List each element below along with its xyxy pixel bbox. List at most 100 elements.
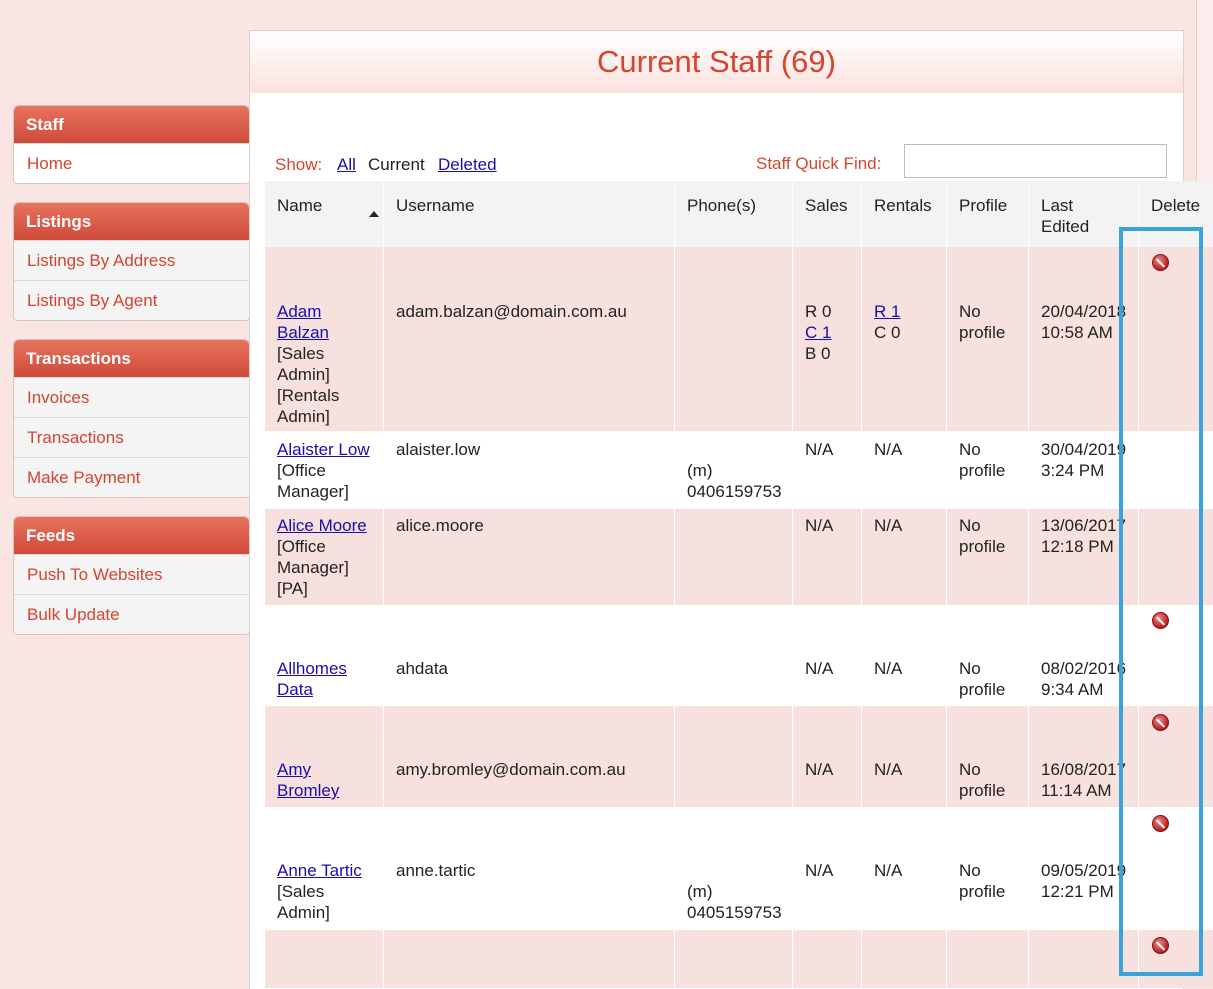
sidebar-item-listings-by-agent[interactable]: Listings By Agent xyxy=(14,280,249,320)
section-title-listings: Listings xyxy=(14,203,249,240)
table-row: Adam Balzan [Sales Admin] [Rentals Admin… xyxy=(264,247,1213,431)
table-header: Name Username Phone(s) Sales Rentals Pro… xyxy=(264,181,1213,247)
table-row: Anne Tartic [Sales Admin] anne.tartic (m… xyxy=(264,807,1213,930)
username: alice.moore xyxy=(396,516,484,535)
profile-status: No xyxy=(959,760,981,779)
sidebar-item-listings-by-address[interactable]: Listings By Address xyxy=(14,240,249,280)
last-edited-date: 16/08/2017 xyxy=(1041,760,1127,779)
last-edited-time: 9:34 AM xyxy=(1041,680,1104,699)
phone-type: (m) xyxy=(687,882,713,901)
col-header-username[interactable]: Username xyxy=(383,181,674,247)
sidebar-item-bulk-update[interactable]: Bulk Update xyxy=(14,594,249,634)
section-title-transactions: Transactions xyxy=(14,340,249,377)
profile-status: No xyxy=(959,440,981,459)
quick-find-label: Staff Quick Find: xyxy=(756,154,882,173)
sales-count: N/A xyxy=(805,760,834,779)
staff-quick-find-input[interactable] xyxy=(904,144,1167,178)
rentals-count: N/A xyxy=(874,659,903,678)
staff-role: [Sales xyxy=(277,882,325,901)
col-header-sales[interactable]: Sales xyxy=(792,181,861,247)
staff-role: Admin] xyxy=(277,365,330,384)
table-row: Alice Moore [Office Manager] [PA] alice.… xyxy=(264,509,1213,605)
sidebar-item-make-payment[interactable]: Make Payment xyxy=(14,457,249,497)
last-edited-date: 09/05/2019 xyxy=(1041,861,1127,880)
show-label: Show: xyxy=(275,155,323,174)
sales-count: N/A xyxy=(805,440,834,459)
sales-count: B 0 xyxy=(805,344,831,363)
username: amy.bromley@domain.com.au xyxy=(396,760,626,779)
filter-deleted-link[interactable]: Deleted xyxy=(438,155,497,174)
staff-role: [Rentals xyxy=(277,386,340,405)
staff-name-link[interactable]: Adam xyxy=(277,302,322,321)
profile-status: No xyxy=(959,659,981,678)
section-title-staff: Staff xyxy=(14,106,249,143)
staff-role: [Office xyxy=(277,461,326,480)
last-edited-time: 10:58 AM xyxy=(1041,323,1113,342)
last-edited-time: 12:21 PM xyxy=(1041,882,1114,901)
username: anne.tartic xyxy=(396,861,476,880)
col-header-phones[interactable]: Phone(s) xyxy=(674,181,792,247)
staff-table: Name Username Phone(s) Sales Rentals Pro… xyxy=(264,181,1213,988)
staff-name-link[interactable]: Data xyxy=(277,680,313,699)
last-edited-time: 12:18 PM xyxy=(1041,537,1114,556)
filter-all-link[interactable]: All xyxy=(337,155,356,174)
col-header-name[interactable]: Name xyxy=(264,181,383,247)
sidebar: Staff Home Listings Listings By Address … xyxy=(13,105,250,653)
staff-name-link[interactable]: Bromley xyxy=(277,781,340,800)
sidebar-section-feeds: Feeds Push To Websites Bulk Update xyxy=(13,516,250,635)
col-header-last-edited[interactable]: Last Edited xyxy=(1028,181,1138,247)
col-header-rentals[interactable]: Rentals xyxy=(861,181,946,247)
staff-name-link[interactable]: Anne Tartic xyxy=(277,861,362,880)
sidebar-item-transactions[interactable]: Transactions xyxy=(14,417,249,457)
filter-current-label: Current xyxy=(368,155,425,174)
username: alaister.low xyxy=(396,440,481,459)
filter-row: Show: All Current Deleted Staff Quick Fi… xyxy=(250,138,1183,184)
sidebar-item-home[interactable]: Home xyxy=(14,143,249,183)
rentals-count: N/A xyxy=(874,440,903,459)
col-header-profile[interactable]: Profile xyxy=(946,181,1028,247)
staff-role: [PA] xyxy=(277,579,308,598)
panel-header: Current Staff (69) xyxy=(250,31,1183,93)
staff-name-link[interactable]: Allhomes xyxy=(277,659,347,678)
staff-role: Manager] xyxy=(277,482,349,501)
rentals-count: N/A xyxy=(874,516,903,535)
staff-name-link[interactable]: Balzan xyxy=(277,323,329,342)
sidebar-section-staff: Staff Home xyxy=(13,105,250,184)
staff-name-link[interactable]: Alice Moore xyxy=(277,516,367,535)
last-edited-time: 11:14 AM xyxy=(1041,781,1112,800)
delete-icon[interactable] xyxy=(1152,612,1169,629)
profile-status: profile xyxy=(959,323,1006,342)
last-edited-date: 13/06/2017 xyxy=(1041,516,1127,535)
staff-role: [Office xyxy=(277,537,326,556)
sort-ascending-icon xyxy=(369,211,379,217)
staff-name-link[interactable]: Amy xyxy=(277,760,311,779)
delete-icon[interactable] xyxy=(1152,254,1169,271)
delete-icon[interactable] xyxy=(1152,714,1169,731)
staff-role: Admin] xyxy=(277,407,330,426)
sales-count: R 0 xyxy=(805,302,832,321)
profile-status: profile xyxy=(959,781,1006,800)
profile-status: profile xyxy=(959,537,1006,556)
table-row: Amy Bromley amy.bromley@domain.com.au N/… xyxy=(264,706,1213,807)
delete-icon[interactable] xyxy=(1152,815,1169,832)
last-edited-date: 20/04/2018 xyxy=(1041,302,1127,321)
col-header-delete: Delete xyxy=(1138,181,1213,247)
staff-name-link[interactable]: Alaister Low xyxy=(277,440,370,459)
profile-status: profile xyxy=(959,461,1006,480)
phone-number: 0406159753 xyxy=(687,482,782,501)
staff-role: [Sales xyxy=(277,344,325,363)
table-row: Allhomes Data ahdata N/A N/A No profile … xyxy=(264,605,1213,706)
rentals-count: N/A xyxy=(874,861,903,880)
delete-icon[interactable] xyxy=(1152,937,1169,954)
sales-count: N/A xyxy=(805,659,834,678)
sidebar-item-push-to-websites[interactable]: Push To Websites xyxy=(14,554,249,594)
sidebar-item-invoices[interactable]: Invoices xyxy=(14,377,249,417)
table-row xyxy=(264,930,1213,988)
sales-count-link[interactable]: C 1 xyxy=(805,323,832,342)
section-title-feeds: Feeds xyxy=(14,517,249,554)
staff-role: Admin] xyxy=(277,903,330,922)
rentals-count-link[interactable]: R 1 xyxy=(874,302,901,321)
phone-type: (m) xyxy=(687,461,713,480)
last-edited-time: 3:24 PM xyxy=(1041,461,1105,480)
profile-status: profile xyxy=(959,680,1006,699)
